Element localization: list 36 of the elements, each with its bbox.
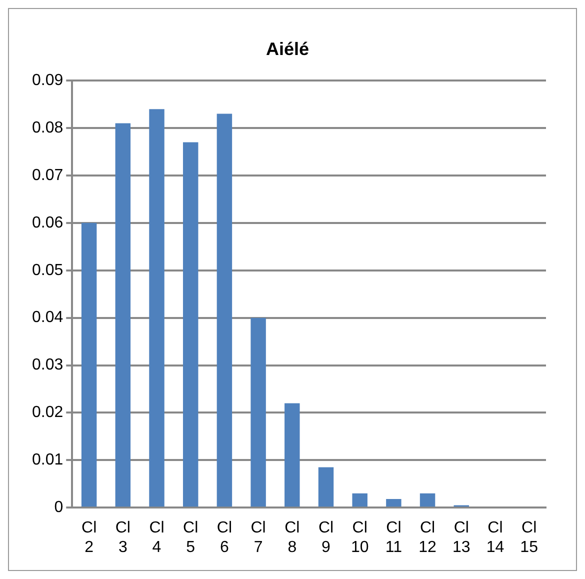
y-tick-label: 0.05 xyxy=(32,262,64,279)
x-tick-label: Cl 15 xyxy=(520,520,538,556)
x-tick-label: Cl 11 xyxy=(385,520,402,556)
bar xyxy=(182,142,198,507)
x-tick-label: Cl 10 xyxy=(350,520,369,556)
y-tick-label: 0.06 xyxy=(32,214,64,232)
x-tick-label: Cl 3 xyxy=(115,520,130,556)
x-tick-label: Cl 12 xyxy=(418,520,437,556)
y-tick-label: 0.09 xyxy=(32,72,64,90)
bar xyxy=(386,499,402,507)
bar xyxy=(216,114,232,507)
y-tick-label: 0 xyxy=(54,499,64,516)
bar xyxy=(149,109,164,507)
bar xyxy=(318,467,334,507)
bar xyxy=(352,493,368,507)
x-tick-label: Cl 8 xyxy=(284,520,300,556)
x-tick-label: Cl 6 xyxy=(216,520,232,556)
x-tick-label: Cl 9 xyxy=(318,520,334,556)
y-tick-label: 0.08 xyxy=(32,119,64,136)
x-tick-label: Cl 13 xyxy=(452,520,470,556)
bar xyxy=(420,493,436,507)
x-tick-label: Cl 4 xyxy=(149,520,164,556)
bar xyxy=(115,123,131,507)
bar xyxy=(250,318,266,507)
y-tick-label: 0.01 xyxy=(32,452,64,469)
chart-title: Aiélé xyxy=(266,38,310,59)
x-tick-label: Cl 7 xyxy=(250,520,266,556)
x-tick-label: Cl 2 xyxy=(82,520,97,556)
y-tick-label: 0.03 xyxy=(32,356,64,374)
y-tick-label: 0.04 xyxy=(32,309,64,326)
y-tick-label: 0.02 xyxy=(32,404,64,422)
y-tick-label: 0.07 xyxy=(32,166,64,184)
bar xyxy=(81,222,97,507)
bar xyxy=(284,403,300,507)
x-tick-label: Cl 14 xyxy=(486,520,504,556)
x-tick-label: Cl 5 xyxy=(183,520,198,556)
